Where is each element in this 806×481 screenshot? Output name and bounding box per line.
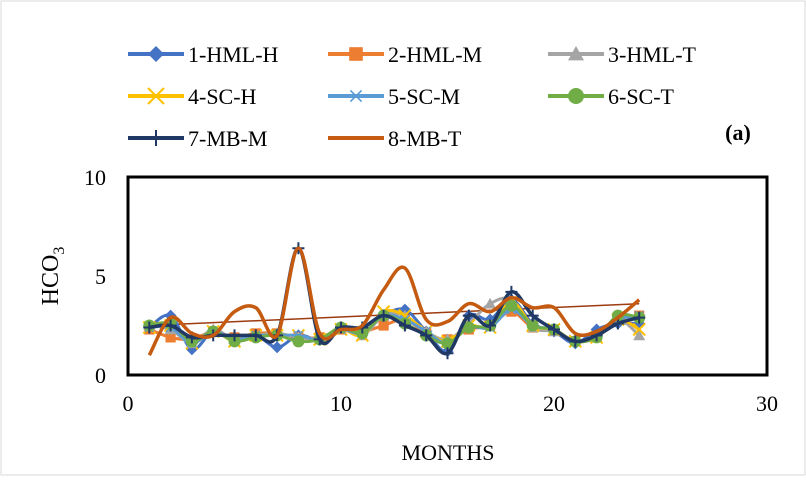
legend-marker [568, 88, 584, 104]
x-axis-label: MONTHS [402, 440, 495, 465]
y-axis-label-main: HCO [38, 255, 64, 306]
legend: 1-HML-H 2-HML-M 3-HML-T 4-SC-H 5-SC-M 6-SC-T 7… [128, 42, 697, 151]
legend-entry-4-sc-h: 4-SC-H [128, 84, 257, 109]
data-point-6-sc-t [526, 319, 539, 332]
data-point-3-hml-t [633, 329, 646, 341]
data-point-7-mb-m [143, 321, 156, 334]
data-point-2-hml-m [165, 332, 176, 343]
data-point-7-mb-m [249, 329, 262, 342]
data-point-7-mb-m [420, 329, 433, 342]
data-point-7-mb-m [441, 347, 454, 360]
series-line-8-mb-t [147, 246, 641, 357]
panel-label: (a) [725, 120, 751, 145]
legend-label: 7-MB-M [188, 126, 267, 151]
data-point-6-sc-t [505, 299, 518, 312]
legend-label: 3-HML-T [608, 42, 697, 67]
y-axis-label-sub: 3 [51, 247, 68, 255]
data-point-6-sc-t [441, 337, 454, 350]
legend-label: 1-HML-H [188, 42, 279, 67]
data-point-7-mb-m [548, 323, 560, 336]
data-point-6-sc-t [292, 335, 305, 348]
data-point-7-mb-m [633, 311, 646, 324]
plot-area-border [126, 175, 769, 377]
legend-marker [568, 46, 584, 61]
x-tick-label: 20 [543, 391, 565, 416]
data-point-2-hml-m [378, 320, 389, 331]
y-tick-label: 0 [95, 363, 106, 388]
legend-marker [147, 87, 165, 105]
series-8-mb-t [147, 246, 641, 357]
legend-entry-8-mb-t: 8-MB-T [328, 126, 462, 151]
legend-marker [348, 89, 364, 103]
legend-entry-7-mb-m: 7-MB-M [128, 126, 267, 151]
y-tick-label: 10 [84, 165, 106, 190]
series-layer [142, 242, 646, 360]
legend-label: 5-SC-M [388, 84, 460, 109]
legend-entry-6-sc-t: 6-SC-T [548, 84, 675, 109]
x-tick-label: 10 [330, 391, 352, 416]
axes: 0 10 20 30 0 5 10 [84, 165, 778, 416]
legend-marker [148, 130, 164, 146]
legend-entry-1-hml-h: 1-HML-H [128, 42, 279, 67]
y-axis-label: HCO3 [38, 247, 68, 306]
data-point-7-mb-m [398, 319, 411, 332]
data-point-7-mb-m [164, 319, 177, 332]
legend-entry-3-hml-t: 3-HML-T [548, 42, 697, 67]
data-point-7-mb-m [505, 285, 518, 298]
data-point-3-hml-t [484, 297, 497, 309]
data-point-1-hml-h [271, 341, 284, 354]
legend-label: 4-SC-H [188, 84, 257, 109]
y-tick-label: 5 [95, 264, 106, 289]
data-point-4-sc-h [632, 322, 646, 337]
data-point-7-mb-m [526, 309, 539, 322]
legend-label: 6-SC-T [608, 84, 675, 109]
legend-marker [148, 46, 164, 62]
legend-entry-5-sc-m: 5-SC-M [328, 84, 460, 109]
data-point-6-sc-t [462, 321, 475, 334]
legend-entry-2-hml-m: 2-HML-M [328, 42, 482, 67]
legend-label: 2-HML-M [388, 42, 482, 67]
data-point-7-mb-m [462, 309, 475, 322]
data-point-7-mb-m [228, 329, 241, 342]
legend-marker [349, 47, 363, 61]
x-tick-label: 30 [756, 391, 778, 416]
data-point-7-mb-m [484, 319, 497, 332]
series-7-mb-m [143, 242, 646, 360]
data-point-7-mb-m [377, 309, 390, 322]
x-tick-label: 0 [123, 391, 134, 416]
data-point-7-mb-m [569, 335, 582, 348]
legend-label: 8-MB-T [388, 126, 462, 151]
